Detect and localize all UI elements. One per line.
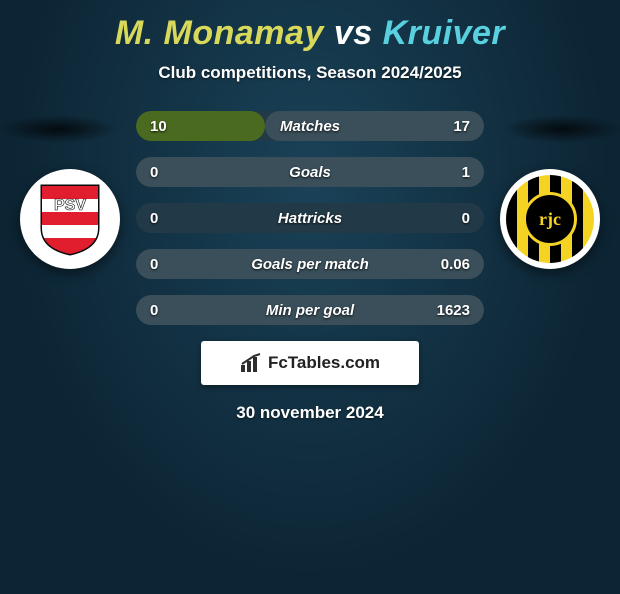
roda-crest: rjc (506, 175, 594, 263)
stat-label: Hattricks (196, 210, 424, 227)
stat-label: Goals per match (196, 256, 424, 273)
stat-row: 0Min per goal1623 (136, 295, 484, 325)
stat-value-right: 1623 (424, 302, 484, 319)
stat-value-left: 10 (136, 118, 196, 135)
stat-value-left: 0 (136, 256, 196, 273)
crest-shadow-left (0, 115, 118, 143)
stat-label: Goals (196, 164, 424, 181)
brand-box: FcTables.com (201, 341, 419, 385)
title-vs: vs (334, 14, 383, 52)
stat-row: 0Goals1 (136, 157, 484, 187)
stat-label: Min per goal (196, 302, 424, 319)
psv-shield-icon: PSV (38, 182, 102, 256)
svg-text:PSV: PSV (54, 197, 86, 214)
stat-value-right: 17 (424, 118, 484, 135)
title-left: M. Monamay (115, 14, 324, 52)
page-title: M. Monamay vs Kruiver (0, 14, 620, 53)
date-label: 30 november 2024 (0, 403, 620, 423)
stat-value-right: 1 (424, 164, 484, 181)
title-right: Kruiver (383, 14, 506, 52)
stat-label: Matches (196, 118, 424, 135)
stat-row: 0Goals per match0.06 (136, 249, 484, 279)
stat-value-right: 0.06 (424, 256, 484, 273)
comparison-stage: PSV rjc 10Matches170Goals10Hattricks00Go… (0, 111, 620, 325)
roda-text: rjc (539, 209, 561, 230)
stat-value-left: 0 (136, 302, 196, 319)
stat-value-left: 0 (136, 164, 196, 181)
stat-rows: 10Matches170Goals10Hattricks00Goals per … (136, 111, 484, 325)
stat-value-left: 0 (136, 210, 196, 227)
stat-row: 10Matches17 (136, 111, 484, 141)
chart-icon (240, 353, 262, 373)
roda-inner-icon: rjc (523, 192, 577, 246)
subtitle: Club competitions, Season 2024/2025 (0, 63, 620, 83)
crest-shadow-right (502, 115, 620, 143)
crest-right: rjc (500, 169, 600, 269)
stat-row: 0Hattricks0 (136, 203, 484, 233)
crest-left: PSV (20, 169, 120, 269)
stat-value-right: 0 (424, 210, 484, 227)
psv-crest: PSV (30, 179, 110, 259)
brand-text: FcTables.com (268, 353, 380, 373)
